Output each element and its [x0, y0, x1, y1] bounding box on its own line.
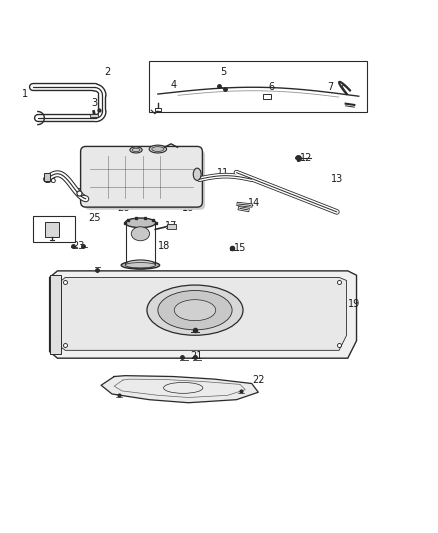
- Text: 9: 9: [155, 155, 161, 165]
- Text: 14: 14: [248, 198, 260, 208]
- Text: 12: 12: [300, 153, 312, 163]
- Text: 24: 24: [47, 224, 59, 235]
- Bar: [149, 61, 367, 111]
- Text: 28: 28: [45, 175, 57, 185]
- Bar: [49, 275, 60, 354]
- Polygon shape: [101, 376, 258, 403]
- Ellipse shape: [193, 168, 201, 180]
- Ellipse shape: [132, 148, 140, 152]
- Ellipse shape: [125, 263, 155, 268]
- Ellipse shape: [121, 261, 159, 269]
- FancyBboxPatch shape: [81, 147, 202, 207]
- Text: 17: 17: [165, 221, 177, 231]
- Text: 16: 16: [182, 203, 194, 213]
- Text: 22: 22: [252, 375, 265, 385]
- Text: 2: 2: [105, 67, 111, 77]
- Polygon shape: [58, 277, 346, 350]
- Text: 21: 21: [190, 351, 202, 361]
- Text: 23: 23: [72, 240, 85, 251]
- Bar: [44, 173, 49, 181]
- Bar: [155, 108, 161, 111]
- Ellipse shape: [131, 227, 150, 241]
- Text: 18: 18: [158, 241, 170, 251]
- Ellipse shape: [174, 300, 216, 321]
- Ellipse shape: [147, 285, 243, 335]
- Text: 1: 1: [21, 89, 28, 99]
- Text: 5: 5: [220, 67, 226, 77]
- Text: 20: 20: [184, 326, 197, 336]
- Text: 8: 8: [98, 176, 104, 187]
- Text: 27: 27: [75, 188, 88, 198]
- Text: 25: 25: [88, 214, 101, 223]
- Ellipse shape: [152, 147, 164, 151]
- Text: 19: 19: [348, 298, 360, 309]
- Ellipse shape: [130, 147, 142, 153]
- Text: 7: 7: [327, 82, 333, 92]
- Bar: [263, 94, 272, 99]
- Text: 3: 3: [92, 98, 98, 108]
- Bar: [167, 224, 176, 229]
- Ellipse shape: [158, 290, 232, 330]
- Bar: [45, 222, 59, 237]
- Ellipse shape: [149, 145, 166, 153]
- Text: 4: 4: [170, 80, 176, 90]
- Text: 11: 11: [217, 168, 230, 177]
- Bar: [33, 216, 75, 243]
- FancyBboxPatch shape: [85, 151, 205, 210]
- Text: 13: 13: [331, 174, 343, 184]
- Polygon shape: [49, 271, 357, 358]
- Bar: [90, 114, 98, 117]
- Ellipse shape: [125, 218, 155, 228]
- Text: 10: 10: [182, 150, 194, 160]
- Text: 6: 6: [268, 83, 275, 93]
- Text: 26: 26: [117, 203, 129, 213]
- Ellipse shape: [126, 260, 155, 269]
- Text: 15: 15: [234, 243, 246, 253]
- Ellipse shape: [126, 219, 155, 227]
